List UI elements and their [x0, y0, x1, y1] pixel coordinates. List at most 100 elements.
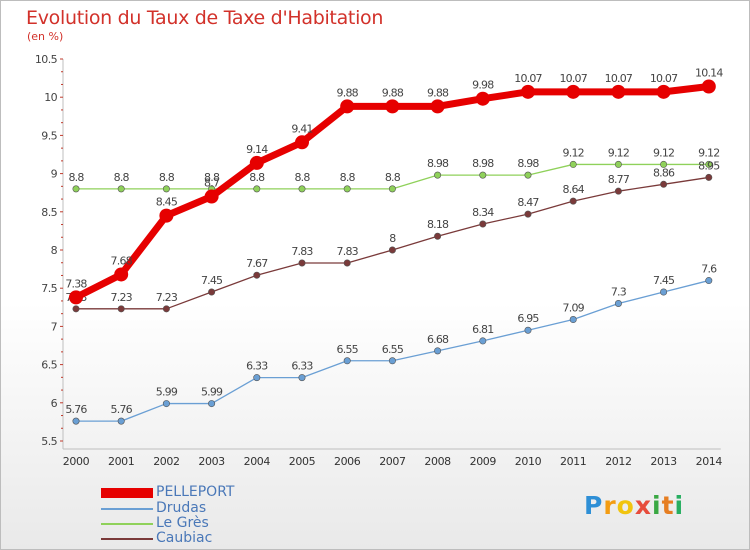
data-point [69, 290, 83, 305]
data-label: 9.88 [382, 86, 404, 99]
data-label: 7.45 [653, 274, 675, 287]
data-label: 6.68 [427, 333, 449, 346]
data-point [701, 79, 716, 94]
y-tick-label: 6 [51, 397, 58, 410]
data-point [72, 185, 80, 193]
y-tick-label: 7 [51, 320, 58, 333]
data-label: 6.33 [291, 360, 313, 373]
data-label: 9.12 [698, 146, 719, 159]
x-tick-label: 2004 [244, 455, 271, 468]
unit-label: (en %) [27, 30, 64, 43]
data-label: 6.55 [382, 343, 404, 356]
data-point [343, 259, 351, 267]
x-tick-label: 2009 [470, 455, 497, 468]
legend-label-drudas: Drudas [156, 500, 207, 516]
data-point [479, 337, 487, 345]
data-point [521, 84, 535, 99]
data-point [117, 417, 125, 425]
data-label: 8.64 [563, 183, 585, 196]
data-label: 8.8 [159, 171, 175, 184]
data-point [249, 155, 264, 170]
legend-label-pelleport: PELLEPORT [156, 484, 235, 500]
x-tick-label: 2008 [424, 455, 451, 468]
legend-swatch-pelleport [101, 488, 153, 498]
data-label: 6.55 [337, 343, 359, 356]
legend-label-caubiac: Caubiac [156, 530, 213, 546]
chart-title: Evolution du Taux de Taxe d'Habitation [26, 7, 384, 29]
data-point [479, 171, 487, 179]
data-point [72, 417, 80, 425]
data-label: 9.12 [608, 146, 629, 159]
x-tick-label: 2012 [605, 455, 631, 468]
data-label: 9.88 [337, 86, 359, 99]
data-point [343, 185, 351, 193]
data-label: 10.07 [605, 72, 633, 85]
legend-swatch-le-gres [101, 523, 153, 525]
data-point [253, 185, 261, 193]
x-tick-label: 2000 [63, 455, 90, 468]
data-label: 8.8 [68, 171, 84, 184]
data-label: 8.98 [427, 157, 449, 170]
data-label: 8.8 [249, 171, 265, 184]
data-point [298, 185, 306, 193]
data-point [475, 91, 490, 106]
data-label: 7.09 [563, 302, 585, 315]
data-point [656, 84, 671, 99]
y-tick-label: 10 [44, 91, 57, 104]
data-point [253, 271, 261, 279]
data-point [114, 267, 129, 282]
data-label: 6.95 [517, 312, 539, 325]
data-point [705, 277, 713, 285]
proxiti-logo: Proxiti [584, 491, 685, 520]
data-point [569, 160, 577, 168]
data-label: 8.8 [340, 171, 356, 184]
data-point [434, 171, 442, 179]
data-point [660, 160, 668, 168]
data-point [117, 185, 125, 193]
data-point [524, 210, 532, 218]
data-point [614, 299, 622, 307]
data-point [705, 160, 713, 168]
data-label: 5.99 [156, 386, 178, 399]
x-tick-label: 2005 [289, 455, 316, 468]
legend-swatch-drudas [101, 508, 153, 510]
data-label: 6.33 [246, 360, 268, 373]
data-label: 10.14 [695, 67, 723, 80]
y-tick-label: 7.5 [41, 282, 57, 295]
data-label: 9.41 [291, 122, 312, 135]
data-label: 8.98 [517, 157, 539, 170]
data-label: 7.83 [291, 245, 313, 258]
data-point [298, 374, 306, 382]
data-label: 8.47 [517, 196, 539, 209]
data-point [117, 305, 125, 313]
data-label: 10.07 [650, 72, 678, 85]
data-point [614, 187, 622, 195]
data-point [208, 288, 216, 296]
data-label: 7.67 [246, 257, 268, 270]
data-label: 10.07 [559, 72, 587, 85]
data-label: 5.99 [201, 386, 223, 399]
y-tick-label: 6.5 [41, 359, 57, 372]
data-label: 7.68 [111, 254, 133, 267]
x-tick-label: 2010 [515, 455, 542, 468]
data-point [660, 288, 668, 296]
data-label: 8.95 [698, 159, 720, 172]
data-label: 9.14 [246, 143, 268, 156]
data-label: 7.38 [65, 277, 87, 290]
data-label: 6.81 [472, 323, 493, 336]
x-tick-label: 2011 [560, 455, 586, 468]
data-point [388, 357, 396, 365]
x-tick-label: 2013 [650, 455, 677, 468]
data-label: 8.8 [294, 171, 310, 184]
y-tick-label: 8.5 [41, 206, 57, 219]
data-point [72, 305, 80, 313]
data-label: 8.8 [114, 171, 130, 184]
data-label: 8.8 [385, 171, 401, 184]
data-point [524, 171, 532, 179]
data-label: 8.77 [608, 173, 630, 186]
data-label: 7.6 [701, 263, 717, 276]
data-point [434, 232, 442, 240]
data-point [298, 259, 306, 267]
x-tick-label: 2002 [153, 455, 179, 468]
data-point [569, 316, 577, 324]
